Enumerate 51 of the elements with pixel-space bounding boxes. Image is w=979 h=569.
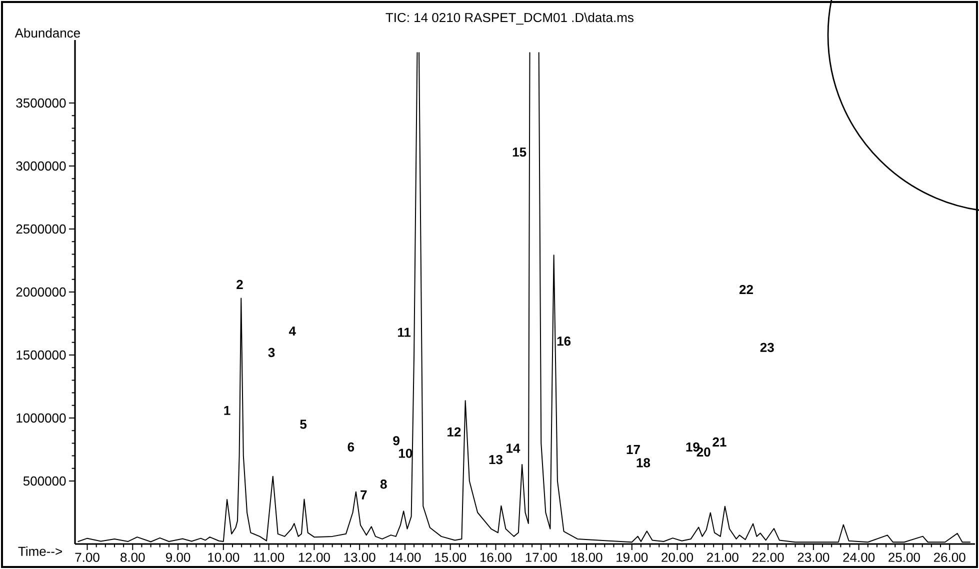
annotation: 6 [348, 442, 354, 452]
annotation: 13 [489, 454, 502, 464]
x-tick-label: 17.00 [526, 552, 557, 562]
x-tick-label: 22.00 [752, 552, 784, 562]
annotation: 12 [448, 427, 461, 436]
x-tick-label: 8.00 [120, 552, 145, 562]
y-tick-label: 1000000 [16, 413, 66, 423]
annotation: 15 [512, 148, 526, 157]
x-tick-label: 14.00 [390, 552, 421, 562]
annotation: 23 [760, 342, 774, 352]
annotation: 14 [506, 444, 520, 453]
annotation: 8 [380, 480, 387, 489]
x-tick-label: 10.00 [208, 552, 240, 562]
x-tick-label: 16.00 [480, 552, 512, 562]
annotation: 2 [236, 280, 243, 289]
x-axis-title: Time--> [18, 546, 62, 556]
x-tick-label: 18.00 [571, 552, 602, 562]
annotation: 3 [268, 348, 275, 358]
annotation: 1 [224, 406, 230, 415]
y-tick-label: 2000000 [16, 287, 66, 297]
annotation: 11 [398, 328, 411, 337]
x-tick-label: 11.00 [254, 552, 284, 562]
annotation: 21 [712, 437, 726, 446]
x-tick-label: 19.00 [616, 552, 648, 562]
y-tick-label: 2500000 [16, 224, 66, 234]
y-tick-label: 500000 [23, 476, 66, 486]
annotation: 5 [300, 420, 307, 429]
x-tick-label: 9.00 [166, 552, 190, 562]
annotation: 7 [360, 490, 367, 500]
chart-title: TIC: 14 0210 RASPET_DCM01 .D\data.ms [386, 12, 634, 25]
x-tick-label: 7.00 [75, 552, 100, 562]
x-tick-label: 13.00 [344, 552, 376, 562]
annotation: 10 [399, 448, 412, 458]
y-tick-label: 1500000 [16, 350, 66, 360]
x-tick-label: 23.00 [798, 552, 830, 562]
annotation: 18 [636, 458, 650, 468]
annotation: 17 [626, 445, 640, 454]
x-tick-label: 24.00 [843, 552, 875, 562]
x-tick-label: 15.00 [435, 552, 466, 562]
x-tick-label: 25.00 [888, 552, 920, 562]
y-tick-label: 3500000 [16, 98, 66, 108]
y-tick-label: 3000000 [16, 161, 66, 171]
annotation: 4 [288, 326, 296, 336]
annotation: 16 [557, 336, 571, 346]
annotation: 22 [739, 284, 753, 294]
x-tick-label: 12.00 [298, 552, 330, 562]
x-tick-label: 26.00 [934, 552, 966, 562]
y-axis-title: Abundance [14, 28, 80, 38]
x-tick-label: 20.00 [662, 552, 694, 562]
x-tick-label: 21.00 [707, 552, 738, 562]
annotation: 9 [393, 436, 400, 446]
